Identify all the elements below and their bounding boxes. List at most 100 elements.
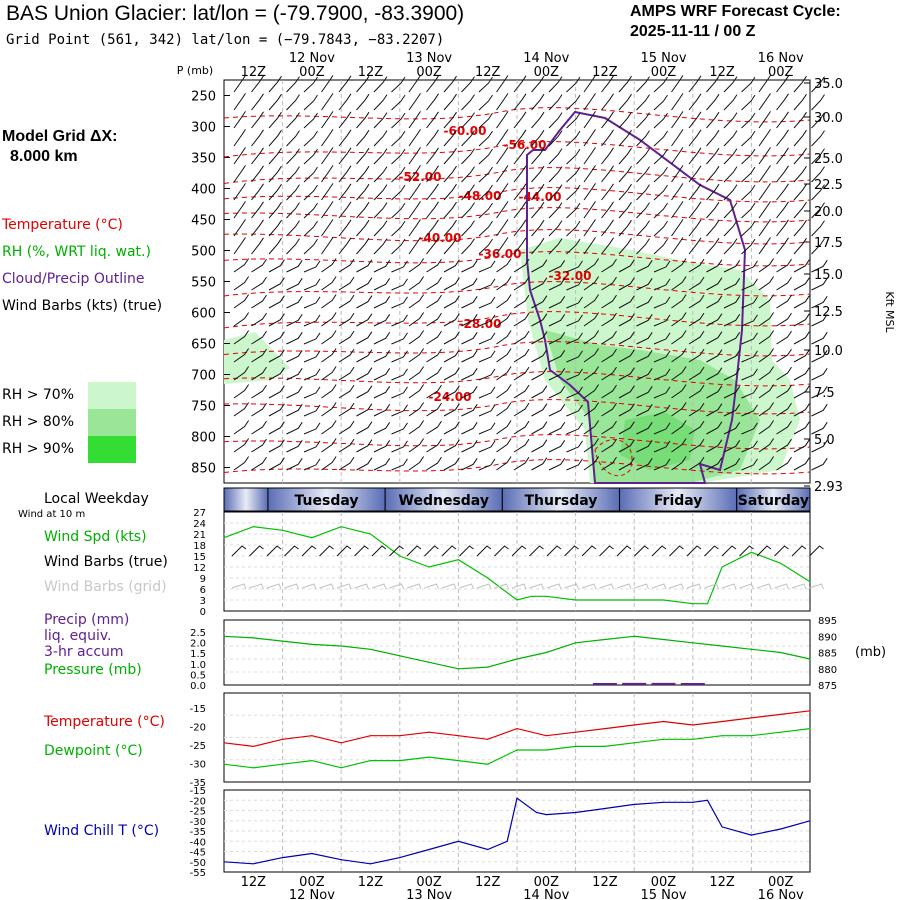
wind-barb <box>391 404 408 417</box>
temperature-contour <box>223 207 811 223</box>
wind-barb-10m-grid <box>756 583 772 590</box>
wind-barb <box>601 201 614 219</box>
wind-barb <box>706 201 720 219</box>
wind-speed-line-point <box>252 526 254 528</box>
wind-barb <box>636 332 653 345</box>
wind-barb <box>408 330 425 345</box>
wind-barb <box>531 295 548 309</box>
label-temperature: Temperature (°C) <box>44 714 165 730</box>
forecast-cycle: AMPS WRF Forecast Cycle: 2025-11-11 / 00… <box>630 2 841 42</box>
temperature-line-point <box>809 710 811 712</box>
wind-barb <box>583 129 596 147</box>
wind-barb <box>356 219 370 237</box>
wind-barb <box>233 348 250 363</box>
wind-barb <box>461 184 475 201</box>
wind-barb <box>338 129 352 147</box>
wind-barb <box>671 312 687 327</box>
wind-barb <box>303 130 318 147</box>
wind-barb <box>531 403 548 417</box>
wind-barb <box>671 183 684 201</box>
wind-barb <box>811 202 825 219</box>
wind-barb <box>566 404 583 417</box>
wind-barb <box>513 183 527 201</box>
wind-speed-line-point <box>706 603 709 605</box>
wind-barb <box>373 440 391 453</box>
wind-barb <box>741 202 756 219</box>
wind-barb <box>636 260 653 273</box>
wind-barb <box>688 348 705 363</box>
temperature-tick-label: -20 <box>190 723 206 734</box>
wind-barb <box>321 165 334 183</box>
temperature-line-point <box>223 742 225 744</box>
wind-barb <box>251 147 264 165</box>
wind-barb <box>356 93 370 111</box>
wind-barb <box>426 219 439 237</box>
wind-barb-10m-grid <box>354 583 369 590</box>
wind-barb <box>566 166 581 183</box>
wind-barb <box>513 294 530 309</box>
wind-barb <box>356 129 370 147</box>
wind-barb <box>776 420 792 435</box>
wind-barb <box>741 458 758 471</box>
wind-barb <box>583 147 596 165</box>
wind-barb-10m-grid <box>319 583 334 590</box>
wind-barb <box>338 348 355 363</box>
wind-barb <box>303 148 318 165</box>
wind-barb <box>443 295 460 309</box>
wind-barb <box>583 366 600 381</box>
wind-barb <box>601 258 617 273</box>
wind-barb <box>583 456 600 471</box>
bottom-hour-label: 12Z <box>475 875 501 890</box>
wind-barb-10m-grid <box>511 583 527 590</box>
wind-speed-line-point <box>457 559 459 561</box>
wind-barb <box>811 458 828 471</box>
windchill-tick-label: -20 <box>190 796 206 807</box>
wind-barb <box>653 148 668 165</box>
wind-barb <box>618 403 635 417</box>
wind-barb <box>286 148 300 165</box>
wind-barb <box>338 438 355 453</box>
wind-barb <box>653 404 671 417</box>
wind-barb <box>268 129 282 147</box>
wind-barb <box>793 165 807 183</box>
bottom-hour-label: 12Z <box>241 875 267 890</box>
wind-barb <box>268 277 285 291</box>
wind-barb <box>811 386 828 399</box>
wind-barb <box>391 112 406 129</box>
windchill-tick-label: -40 <box>190 837 206 848</box>
wind-barb <box>793 237 807 255</box>
wind-barb <box>618 165 632 183</box>
wind-barb <box>566 184 581 201</box>
wind-barb <box>321 129 334 147</box>
wind-barb <box>391 314 408 327</box>
wind-barb <box>688 366 705 381</box>
wind-barb-10m-true <box>266 545 282 557</box>
wind-barb <box>408 402 425 417</box>
wind-barb <box>741 386 758 399</box>
height-tick-label: 17.5 <box>814 236 843 251</box>
wind-barb-10m-grid <box>476 583 492 590</box>
pressure-line-point <box>721 645 723 647</box>
wind-barb <box>356 75 370 93</box>
wind-barb <box>268 237 282 255</box>
windchill-line-point <box>487 848 489 851</box>
wind-barb-10m-grid <box>266 583 282 590</box>
height-tick-label: 20.0 <box>814 205 843 220</box>
wind-barb <box>286 350 303 363</box>
dewpoint-line-point <box>487 763 489 765</box>
temperature-contour <box>223 434 811 450</box>
wind-barb <box>321 438 337 453</box>
wind-barb-10m-true <box>756 545 772 557</box>
wind-barb <box>636 350 653 363</box>
wind-barb <box>443 237 457 255</box>
wind-barb <box>233 276 250 291</box>
weekday-label: Wednesday <box>399 493 489 509</box>
wind-barb <box>356 367 373 381</box>
wind-barb <box>356 439 373 453</box>
wind-barb <box>321 330 337 345</box>
wind-barb <box>706 313 723 327</box>
wind-barb <box>723 260 741 273</box>
wind-barb <box>723 76 738 93</box>
wind-barb <box>408 384 425 399</box>
wind-barb <box>496 276 512 291</box>
